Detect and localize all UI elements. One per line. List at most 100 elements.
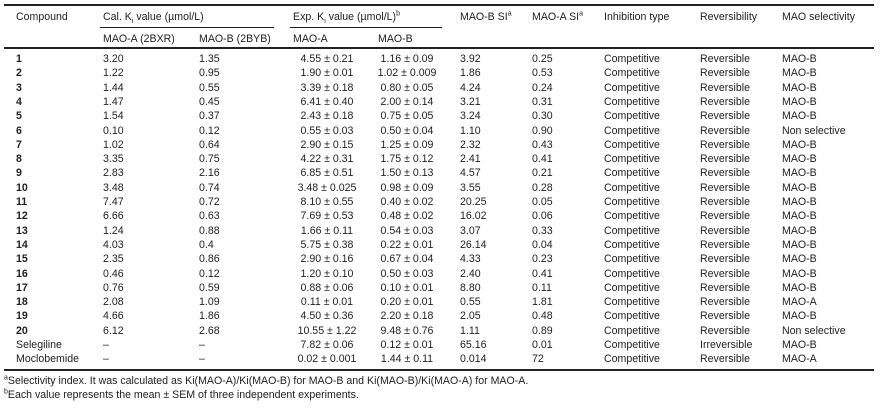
mao-selectivity-cell: MAO-A (782, 353, 817, 366)
cal-mao-b-cell: – (199, 353, 205, 366)
reversibility-cell: Reversible (700, 138, 751, 151)
reversibility-cell: Reversible (700, 253, 751, 266)
mao-a-si-cell: 0.06 (532, 210, 553, 223)
cal-mao-b-cell: 0.45 (199, 95, 220, 108)
mao-a-si-cell: 0.25 (532, 53, 553, 65)
exp-mao-b-cell: 9.48 ± 0.76 (380, 324, 434, 337)
inhibition-type-cell: Competitive (604, 138, 660, 151)
header-mao-b-si: MAO-B SIa (460, 10, 512, 23)
subheader-cal-mao-b: MAO-B (2BYB) (199, 33, 271, 45)
mao-selectivity-cell: MAO-A (782, 296, 817, 309)
mao-a-si-cell: 0.41 (532, 153, 553, 166)
top-rule (4, 4, 874, 6)
mao-selectivity-cell: MAO-B (782, 53, 817, 65)
cal-mao-a-cell: 3.48 (103, 181, 124, 194)
exp-mao-b-cell: 1.44 ± 0.11 (380, 353, 434, 366)
mao-a-si-cell: 0.43 (532, 138, 553, 151)
subheader-cal-mao-a: MAO-A (2BXR) (103, 33, 175, 45)
exp-mao-a-cell: 10.55 ± 1.22 (297, 324, 357, 337)
exp-mao-b-cell: 0.22 ± 0.01 (380, 238, 434, 251)
compound-cell: 3 (16, 81, 22, 94)
exp-mao-a-cell: 0.88 ± 0.06 (300, 281, 354, 294)
reversibility-cell: Reversible (700, 267, 751, 280)
cal-mao-b-cell: 0.55 (199, 81, 220, 94)
mao-b-si-cell: 26.14 (460, 238, 487, 251)
compound-cell: 2 (16, 67, 22, 80)
cal-mao-a-cell: 1.22 (103, 67, 124, 80)
reversibility-cell: Reversible (700, 296, 751, 309)
header-mao-selectivity: MAO selectivity (782, 11, 855, 23)
mao-selectivity-cell: MAO-B (782, 310, 817, 323)
reversibility-cell: Reversible (700, 81, 751, 94)
cal-mao-a-cell: 1.47 (103, 95, 124, 108)
compound-cell: 15 (16, 253, 28, 266)
header-mao-a-si: MAO-A SIa (532, 10, 583, 23)
mao-a-si-cell: 1.81 (532, 296, 553, 309)
mao-selectivity-cell: MAO-B (782, 210, 817, 223)
mao-selectivity-cell: MAO-B (782, 253, 817, 266)
footnote-a: aSelectivity index. It was calculated as… (4, 374, 529, 387)
exp-mao-a-cell: 0.55 ± 0.03 (300, 124, 354, 137)
reversibility-cell: Reversible (700, 238, 751, 251)
cal-mao-b-cell: – (199, 339, 205, 351)
mao-a-si-cell: 0.23 (532, 253, 553, 266)
exp-mao-b-cell: 0.98 ± 0.09 (380, 181, 434, 194)
compound-cell: 8 (16, 153, 22, 166)
bottom-rule (4, 369, 874, 371)
mao-b-si-cell: 2.32 (460, 138, 481, 151)
reversibility-cell: Reversible (700, 196, 751, 208)
exp-mao-b-cell: 0.50 ± 0.03 (380, 267, 434, 280)
mao-selectivity-cell: MAO-B (782, 110, 817, 123)
mao-b-si-cell: 2.05 (460, 310, 481, 323)
compound-cell: 17 (16, 281, 28, 294)
exp-mao-b-cell: 0.67 ± 0.04 (380, 253, 434, 266)
mao-b-si-cell: 20.25 (460, 196, 487, 208)
mao-a-si-cell: 72 (532, 353, 544, 366)
compound-cell: 16 (16, 267, 28, 280)
cal-mao-a-cell: 1.02 (103, 138, 124, 151)
mao-a-si-cell: 0.53 (532, 67, 553, 80)
mao-b-si-cell: 16.02 (460, 210, 487, 223)
mao-b-si-cell: 3.55 (460, 181, 481, 194)
mao-selectivity-cell: MAO-B (782, 339, 817, 351)
exp-mao-a-cell: 7.82 ± 0.06 (300, 339, 354, 351)
mao-b-si-cell: 1.11 (460, 324, 480, 337)
mao-selectivity-cell: MAO-B (782, 81, 817, 94)
exp-mao-b-cell: 0.75 ± 0.05 (380, 110, 434, 123)
mao-selectivity-cell: MAO-B (782, 238, 817, 251)
exp-mao-a-cell: 4.22 ± 0.31 (300, 153, 354, 166)
mao-a-si-cell: 0.04 (532, 238, 553, 251)
mao-selectivity-cell: MAO-B (782, 267, 817, 280)
mao-selectivity-cell: MAO-B (782, 153, 817, 166)
exp-mao-a-cell: 1.90 ± 0.01 (300, 67, 354, 80)
inhibition-type-cell: Competitive (604, 310, 660, 323)
header-cal-group: Cal. Ki value (µmol/L) (103, 11, 204, 26)
cal-mao-b-cell: 0.75 (199, 153, 220, 166)
reversibility-cell: Reversible (700, 210, 751, 223)
exp-mao-b-cell: 2.00 ± 0.14 (380, 95, 434, 108)
inhibition-type-cell: Competitive (604, 53, 660, 65)
mao-b-si-cell: 3.07 (460, 224, 481, 237)
mao-b-si-cell: 3.92 (460, 53, 481, 65)
cal-mao-a-cell: 3.20 (103, 53, 124, 65)
cal-mao-b-cell: 1.35 (199, 53, 220, 65)
cal-mao-b-cell: 2.16 (199, 167, 220, 180)
inhibition-type-cell: Competitive (604, 153, 660, 166)
cal-mao-a-cell: 1.24 (103, 224, 124, 237)
reversibility-cell: Reversible (700, 324, 751, 337)
mao-a-si-cell: 0.05 (532, 196, 553, 208)
mao-a-si-cell: 0.48 (532, 310, 553, 323)
cal-mao-b-cell: 0.64 (199, 138, 220, 151)
cal-mao-b-cell: 0.59 (199, 281, 220, 294)
exp-mao-b-cell: 2.20 ± 0.18 (380, 310, 434, 323)
inhibition-type-cell: Competitive (604, 253, 660, 266)
mao-b-si-cell: 2.40 (460, 267, 481, 280)
exp-mao-a-cell: 5.75 ± 0.38 (300, 238, 354, 251)
reversibility-cell: Irreversible (700, 339, 753, 351)
exp-mao-a-cell: 0.11 ± 0.01 (300, 296, 354, 309)
exp-mao-a-cell: 2.90 ± 0.16 (300, 253, 354, 266)
exp-mao-b-cell: 0.54 ± 0.03 (380, 224, 434, 237)
cal-mao-b-cell: 0.12 (199, 267, 220, 280)
cal-mao-b-cell: 0.12 (199, 124, 220, 137)
compound-cell: 4 (16, 95, 22, 108)
